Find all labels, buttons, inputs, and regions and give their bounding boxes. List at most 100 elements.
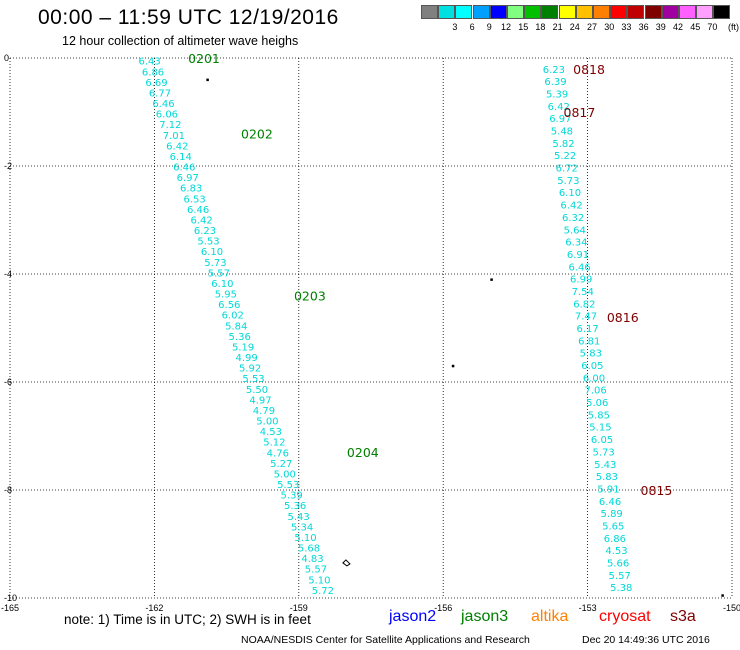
swh-value-label: 4.83 (301, 554, 323, 565)
swh-value-label: 5.72 (312, 586, 334, 597)
satellite-label-jason2: jason2 (389, 608, 437, 625)
swh-value-label: 5.95 (215, 290, 237, 301)
satellite-label-s3a: s3a (670, 608, 696, 625)
swh-value-label: 6.86 (142, 67, 164, 78)
swh-value-label: 5.53 (242, 374, 264, 385)
swh-value-label: 6.05 (591, 435, 613, 446)
y-tick-label: -10 (4, 593, 17, 603)
legend-swatch (610, 5, 628, 19)
swh-value-label: 6.10 (559, 188, 581, 199)
swh-value-label: 5.27 (270, 459, 292, 470)
swh-value-label: 6.00 (583, 373, 605, 384)
swh-value-label: 5.57 (208, 268, 230, 279)
swh-value-label: 6.46 (568, 262, 590, 273)
axis-ticks: -165 -162 -159 -156 -153 -150 0 -2 -4 -6 -8 -10 (1, 53, 740, 613)
swh-value-label: 4.53 (605, 546, 627, 557)
x-tick-label: -156 (434, 603, 452, 613)
satellite-label-jason3: jason3 (461, 608, 509, 625)
x-tick-label: -162 (145, 603, 163, 613)
island-speck (451, 364, 455, 368)
swh-value-label: 6.99 (570, 275, 592, 286)
legend-swatch (507, 5, 524, 19)
swh-value-label: 6.83 (180, 184, 202, 195)
swh-value-label: 6.42 (166, 141, 188, 152)
swh-value-label: 4.76 (267, 448, 289, 459)
swh-value-label: 6.53 (184, 194, 206, 205)
y-tick-label: -8 (4, 485, 12, 495)
swh-value-label: 6.46 (599, 497, 621, 508)
legend-swatch (661, 5, 679, 19)
legend-swatch (696, 5, 714, 19)
chart-title: 00:00 – 11:59 UTC 12/19/2016 (38, 6, 339, 29)
legend-swatch (421, 5, 438, 19)
swh-value-label: 6.42 (548, 102, 570, 113)
swh-value-label: 5.10 (294, 533, 316, 544)
swh-value-label: 5.84 (225, 321, 247, 332)
swh-value-label: 5.91 (597, 484, 619, 495)
swh-value-label: 7.47 (575, 312, 597, 323)
y-tick-label: -4 (4, 269, 12, 279)
legend-swatch-label: 9 (486, 22, 492, 32)
swh-value-label: 6.23 (543, 65, 565, 76)
legend-swatch-label: 27 (587, 22, 598, 32)
legend-swatch (558, 5, 576, 19)
swh-value-label: 5.65 (602, 521, 624, 532)
swh-value-label: 6.77 (149, 88, 171, 99)
legend-swatch-label: 24 (569, 22, 580, 32)
swh-value-label: 5.12 (263, 438, 285, 449)
swh-value-label: 5.15 (589, 423, 611, 434)
swh-value-label: 6.46 (173, 163, 195, 174)
y-tick-label: 0 (4, 53, 9, 63)
legend-swatch (455, 5, 473, 19)
swh-value-label: 6.02 (222, 311, 244, 322)
swh-value-label: 5.36 (284, 501, 306, 512)
swh-value-label: 7.01 (163, 131, 185, 142)
swh-value-label: 5.57 (305, 565, 327, 576)
swh-value-label: 5.10 (308, 575, 330, 586)
time-label: 0817 (564, 105, 596, 120)
swh-value-label: 5.85 (588, 410, 610, 421)
swh-value-label: 6.97 (177, 173, 199, 184)
swh-value-label: 6.97 (549, 114, 571, 125)
swh-value-label: 5.82 (552, 139, 574, 150)
swh-value-label: 6.46 (152, 99, 174, 110)
time-label: 0202 (241, 127, 273, 142)
swh-value-label: 6.69 (145, 78, 167, 89)
swh-value-label: 7.12 (159, 120, 181, 131)
swh-value-label: 6.32 (562, 213, 584, 224)
swh-value-label: 5.34 (291, 522, 313, 533)
legend-swatch-label: 30 (604, 22, 615, 32)
swh-value-label: 6.86 (604, 534, 626, 545)
swh-value-label: 7.54 (572, 287, 594, 298)
legend-swatch-label: 12 (501, 22, 512, 32)
swh-value-label: 5.36 (229, 332, 251, 343)
legend-swatch-label: 15 (518, 22, 529, 32)
time-label: 0816 (607, 310, 639, 325)
swh-value-label: 6.72 (556, 164, 578, 175)
x-tick-label: -153 (579, 603, 597, 613)
swh-value-label: 5.06 (586, 398, 608, 409)
swh-value-label: 5.68 (298, 544, 320, 555)
legend-swatch (541, 5, 559, 19)
swh-value-label: 6.05 (581, 361, 603, 372)
chart-subtitle: 12 hour collection of altimeter wave hei… (62, 34, 299, 48)
swh-value-label: 5.50 (246, 385, 268, 396)
time-label: 0201 (188, 51, 220, 66)
time-label: 0815 (641, 483, 673, 498)
legend-swatch-label: 3 (452, 22, 458, 32)
legend-swatch-label: 21 (552, 22, 563, 32)
x-tick-label: -159 (290, 603, 308, 613)
swh-value-label: 5.73 (557, 176, 579, 187)
swh-value-label: 4.79 (253, 406, 275, 417)
wave-height-marks: 6.436.866.696.776.466.067.127.016.426.14… (138, 51, 672, 597)
legend-swatch (713, 5, 731, 19)
legend-swatch-label: 33 (621, 22, 632, 32)
legend-swatch (627, 5, 645, 19)
swh-value-label: 6.06 (156, 110, 178, 121)
swh-value-label: 6.81 (578, 336, 600, 347)
swh-value-label: 5.53 (197, 237, 219, 248)
swh-value-label: 6.10 (201, 247, 223, 258)
swh-value-label: 5.39 (546, 89, 568, 100)
swh-value-label: 5.83 (596, 472, 618, 483)
